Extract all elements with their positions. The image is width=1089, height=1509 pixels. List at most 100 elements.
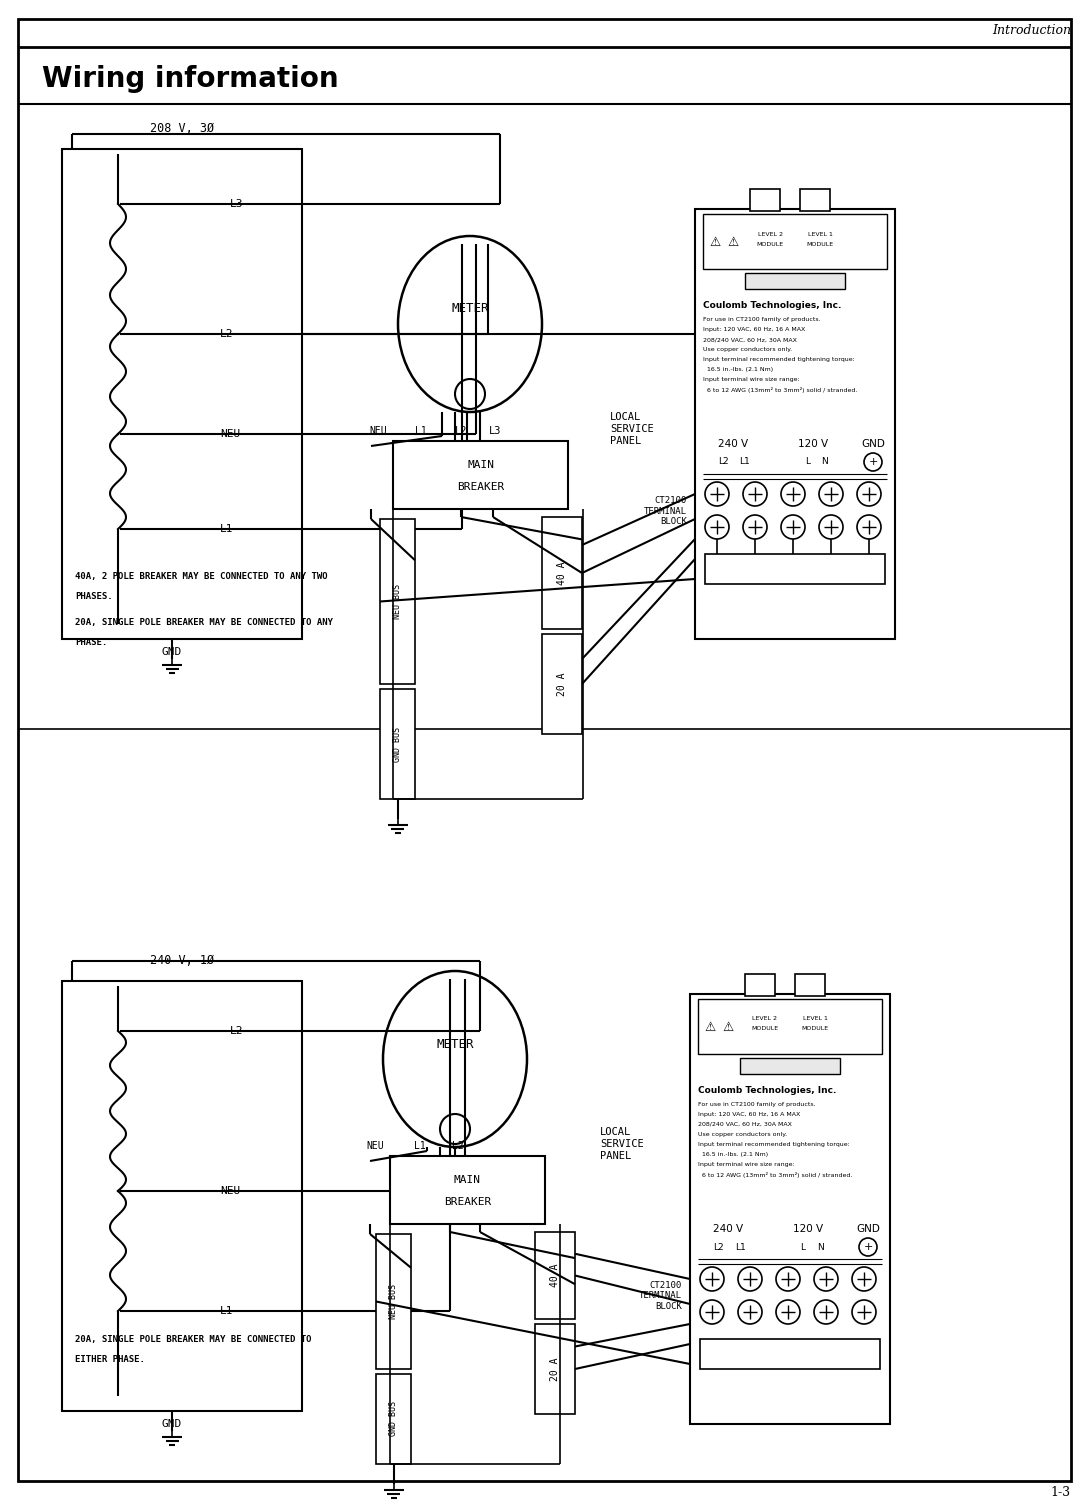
- Text: 40 A: 40 A: [550, 1263, 560, 1287]
- Bar: [376, 1375, 411, 1464]
- Text: GND: GND: [162, 647, 182, 656]
- Text: EITHER PHASE.: EITHER PHASE.: [75, 1355, 145, 1364]
- Bar: [750, 189, 780, 211]
- Text: +: +: [868, 457, 878, 466]
- Bar: [380, 519, 415, 684]
- Bar: [376, 1234, 411, 1369]
- Text: Input terminal recommended tightening torque:: Input terminal recommended tightening to…: [698, 1142, 849, 1147]
- Text: 208 V, 3Ø: 208 V, 3Ø: [150, 122, 215, 136]
- Text: 1-3: 1-3: [1051, 1486, 1070, 1500]
- Text: L2: L2: [718, 457, 729, 466]
- Text: NEU BUS: NEU BUS: [389, 1284, 397, 1319]
- Text: LEVEL 2: LEVEL 2: [752, 1017, 778, 1022]
- Text: BREAKER: BREAKER: [457, 483, 504, 492]
- Text: METER: METER: [437, 1038, 474, 1050]
- Text: ⚠: ⚠: [722, 1020, 734, 1034]
- Text: 6 to 12 AWG (13mm² to 3mm²) solid / stranded.: 6 to 12 AWG (13mm² to 3mm²) solid / stra…: [698, 1172, 853, 1179]
- Text: Introduction: Introduction: [992, 24, 1070, 38]
- Text: Input: 120 VAC, 60 Hz, 16 A MAX: Input: 120 VAC, 60 Hz, 16 A MAX: [703, 327, 805, 332]
- Text: L1: L1: [414, 1141, 426, 1151]
- Text: Use copper conductors only.: Use copper conductors only.: [698, 1132, 787, 1136]
- Text: LEVEL 1: LEVEL 1: [808, 231, 832, 237]
- Text: NEU BUS: NEU BUS: [393, 584, 402, 619]
- Bar: [698, 999, 882, 1053]
- Text: L1: L1: [739, 457, 750, 466]
- Text: PHASES.: PHASES.: [75, 592, 112, 601]
- Bar: [62, 149, 302, 638]
- Text: 16.5 in.-lbs. (2.1 Nm): 16.5 in.-lbs. (2.1 Nm): [703, 367, 773, 373]
- Text: +: +: [864, 1242, 872, 1252]
- Text: MAIN: MAIN: [454, 1176, 481, 1185]
- Bar: [380, 690, 415, 798]
- Text: L2: L2: [452, 1141, 464, 1151]
- Text: L1: L1: [735, 1242, 745, 1251]
- Text: MODULE: MODULE: [802, 1026, 829, 1032]
- Text: ⚠: ⚠: [709, 235, 721, 249]
- Text: NEU: NEU: [220, 1186, 241, 1197]
- Text: Coulomb Technologies, Inc.: Coulomb Technologies, Inc.: [703, 300, 842, 309]
- Bar: [700, 1338, 880, 1369]
- Text: L: L: [806, 457, 810, 466]
- Text: Input terminal recommended tightening torque:: Input terminal recommended tightening to…: [703, 358, 855, 362]
- Text: L2: L2: [230, 1026, 244, 1037]
- Text: 20A, SINGLE POLE BREAKER MAY BE CONNECTED TO: 20A, SINGLE POLE BREAKER MAY BE CONNECTE…: [75, 1335, 311, 1345]
- Text: MODULE: MODULE: [751, 1026, 779, 1032]
- Bar: [695, 210, 895, 638]
- Text: 6 to 12 AWG (13mm² to 3mm²) solid / stranded.: 6 to 12 AWG (13mm² to 3mm²) solid / stra…: [703, 386, 857, 392]
- Text: GND: GND: [856, 1224, 880, 1234]
- Bar: [62, 981, 302, 1411]
- Text: CT2100
TERMINAL
BLOCK: CT2100 TERMINAL BLOCK: [639, 1281, 682, 1311]
- Bar: [795, 973, 825, 996]
- Text: ⚠: ⚠: [705, 1020, 715, 1034]
- Text: MODULE: MODULE: [807, 241, 833, 246]
- Text: L2: L2: [220, 329, 234, 340]
- Text: LEVEL 1: LEVEL 1: [803, 1017, 828, 1022]
- Bar: [535, 1231, 575, 1319]
- Text: L1: L1: [415, 426, 427, 436]
- Text: NEU: NEU: [366, 1141, 383, 1151]
- Text: CT2100
TERMINAL
BLOCK: CT2100 TERMINAL BLOCK: [644, 496, 687, 527]
- Text: L1: L1: [220, 524, 234, 534]
- Text: For use in CT2100 family of products.: For use in CT2100 family of products.: [703, 317, 821, 321]
- Text: L: L: [800, 1242, 806, 1251]
- Text: 120 V: 120 V: [798, 439, 828, 450]
- Text: Use copper conductors only.: Use copper conductors only.: [703, 347, 792, 352]
- Text: For use in CT2100 family of products.: For use in CT2100 family of products.: [698, 1102, 816, 1108]
- Text: 20 A: 20 A: [550, 1357, 560, 1381]
- Text: L2: L2: [455, 426, 467, 436]
- Bar: [705, 554, 885, 584]
- Text: L3: L3: [489, 426, 501, 436]
- Text: 16.5 in.-lbs. (2.1 Nm): 16.5 in.-lbs. (2.1 Nm): [698, 1151, 768, 1157]
- Text: PHASE.: PHASE.: [75, 638, 107, 647]
- Text: 40A, 2 POLE BREAKER MAY BE CONNECTED TO ANY TWO: 40A, 2 POLE BREAKER MAY BE CONNECTED TO …: [75, 572, 328, 581]
- Bar: [741, 1058, 840, 1074]
- Text: L2: L2: [712, 1242, 723, 1251]
- Text: L1: L1: [220, 1305, 234, 1316]
- Text: NEU: NEU: [369, 426, 387, 436]
- Bar: [690, 994, 890, 1424]
- Bar: [393, 441, 568, 509]
- Text: Wiring information: Wiring information: [42, 65, 339, 94]
- Text: Input: 120 VAC, 60 Hz, 16 A MAX: Input: 120 VAC, 60 Hz, 16 A MAX: [698, 1112, 800, 1117]
- Text: 40 A: 40 A: [556, 561, 567, 585]
- Text: 240 V, 1Ø: 240 V, 1Ø: [150, 955, 215, 967]
- Bar: [703, 214, 888, 269]
- Text: N: N: [821, 457, 829, 466]
- Text: ⚠: ⚠: [727, 235, 738, 249]
- Bar: [745, 273, 845, 290]
- Text: METER: METER: [451, 302, 489, 315]
- Text: 120 V: 120 V: [793, 1224, 823, 1234]
- Bar: [800, 189, 830, 211]
- Text: 208/240 VAC, 60 Hz, 30A MAX: 208/240 VAC, 60 Hz, 30A MAX: [698, 1123, 792, 1127]
- Text: GND: GND: [861, 439, 885, 450]
- Bar: [542, 634, 582, 733]
- Text: GND BUS: GND BUS: [389, 1402, 397, 1437]
- Text: 20 A: 20 A: [556, 672, 567, 696]
- Text: Input terminal wire size range:: Input terminal wire size range:: [703, 377, 799, 382]
- Text: Coulomb Technologies, Inc.: Coulomb Technologies, Inc.: [698, 1086, 836, 1096]
- Text: 240 V: 240 V: [713, 1224, 743, 1234]
- Text: GND BUS: GND BUS: [393, 726, 402, 762]
- Text: Input terminal wire size range:: Input terminal wire size range:: [698, 1162, 795, 1166]
- Text: GND: GND: [162, 1418, 182, 1429]
- Text: MAIN: MAIN: [467, 460, 494, 469]
